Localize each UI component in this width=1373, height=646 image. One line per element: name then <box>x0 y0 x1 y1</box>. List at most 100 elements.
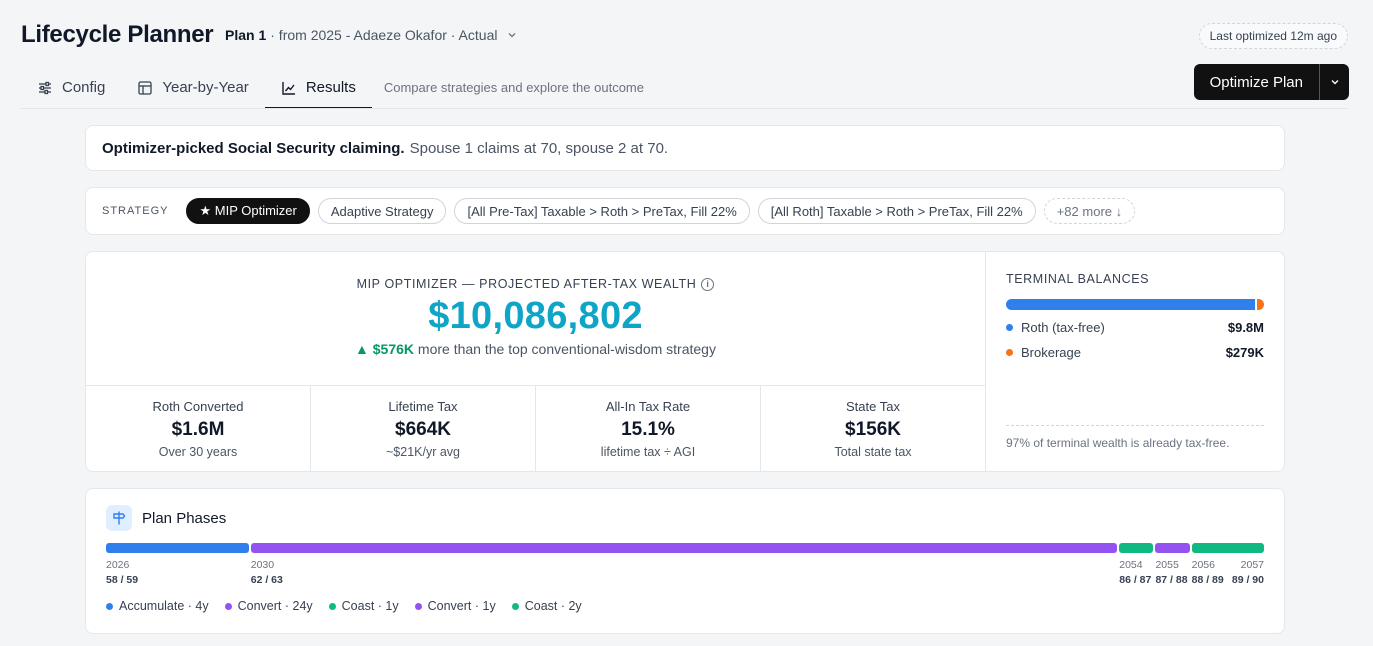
chevron-down-icon <box>1331 80 1338 85</box>
phase-age-label: 89 / 90 <box>1231 574 1264 586</box>
last-optimized-badge: Last optimized 12m ago <box>1198 23 1348 49</box>
wealth-label-row: MIP OPTIMIZER — PROJECTED AFTER-TAX WEAL… <box>86 277 985 291</box>
phase-age-label: 87 / 88 <box>1155 574 1188 586</box>
stat-lifetime-tax: Lifetime Tax $664K ~$21K/yr avg <box>311 386 536 471</box>
stat-value: 15.1% <box>621 419 675 440</box>
phase-year-label: 2057 <box>1240 559 1264 571</box>
terminal-value: $279K <box>1225 345 1264 360</box>
optimize-plan-button[interactable]: Optimize Plan <box>1209 73 1303 91</box>
legend-label: Convert · 24y <box>237 599 313 613</box>
tab-bar: Config Year-by-Year Results Compare stra… <box>21 66 644 109</box>
legend-dot <box>106 602 113 610</box>
line-chart-icon <box>282 81 295 95</box>
wealth-label: MIP OPTIMIZER — PROJECTED AFTER-TAX WEAL… <box>356 277 697 291</box>
phase-age-label: 88 / 89 <box>1191 574 1224 586</box>
brokerage-dot <box>1006 349 1013 356</box>
tab-config[interactable]: Config <box>21 66 121 109</box>
signpost-icon <box>106 505 132 531</box>
terminal-value: $9.8M <box>1227 320 1264 335</box>
delta-value: ▲ $576K <box>355 341 415 357</box>
phase-age-label: 58 / 59 <box>106 574 139 586</box>
tab-label: Config <box>62 79 106 96</box>
sliders-icon <box>39 81 51 94</box>
terminal-note: 97% of terminal wealth is already tax-fr… <box>1006 436 1230 450</box>
strategy-pill-all-roth[interactable]: [All Roth] Taxable > Roth > PreTax, Fill… <box>757 198 1036 224</box>
optimize-options-button[interactable] <box>1319 64 1349 100</box>
legend-dot <box>511 602 519 610</box>
legend-label: Coast · 1y <box>341 599 399 613</box>
phase-year-label: 2030 <box>250 559 275 571</box>
phase-segment-convert[interactable] <box>250 543 1118 553</box>
stat-sub: Total state tax <box>834 445 912 459</box>
phase-age-label: 62 / 63 <box>250 574 283 586</box>
phase-year-label: 2054 <box>1119 559 1143 571</box>
stat-label: All-In Tax Rate <box>605 399 691 414</box>
optimize-plan-button-group: Optimize Plan <box>1193 64 1349 100</box>
legend-label: Coast · 2y <box>524 599 582 613</box>
terminal-balance-bar <box>1006 299 1264 310</box>
phase-year-label: 2056 <box>1191 559 1215 571</box>
phase-legend-item: Convert · 24y <box>224 599 313 613</box>
legend-label: Convert · 1y <box>427 599 496 613</box>
strategy-pill-all-pretax[interactable]: [All Pre-Tax] Taxable > Roth > PreTax, F… <box>454 198 750 224</box>
plan-name: Plan 1 <box>225 27 267 43</box>
phase-legend-item: Coast · 1y <box>328 599 399 613</box>
plan-phases-card: Plan Phases 2026 58 / 59 2030 62 / 63 2054 86… <box>85 488 1285 634</box>
terminal-balances: TERMINAL BALANCES Roth (tax-free) $9.8M … <box>985 252 1284 471</box>
wealth-hero: MIP OPTIMIZER — PROJECTED AFTER-TAX WEAL… <box>86 252 985 385</box>
terminal-bar-segment <box>1006 299 1255 310</box>
strategy-pill-mip-optimizer[interactable]: ★ MIP Optimizer <box>186 198 310 224</box>
delta-text: more than the top conventional-wisdom st… <box>417 341 716 357</box>
stat-sub: lifetime tax ÷ AGI <box>600 445 696 459</box>
phase-legend-item: Accumulate · 4y <box>106 599 209 613</box>
terminal-row-brokerage: Brokerage $279K <box>1006 345 1264 360</box>
legend-dot <box>414 602 422 610</box>
terminal-bar-segment <box>1256 299 1264 310</box>
terminal-label: Brokerage <box>1021 345 1081 360</box>
legend-label: Accumulate · 4y <box>119 599 209 613</box>
strategy-label: STRATEGY <box>102 205 169 217</box>
plan-phases-header: Plan Phases <box>106 505 226 531</box>
roth-dot <box>1006 324 1013 331</box>
plan-detail: · from 2025 - Adaeze Okafor · Actual <box>270 27 498 43</box>
terminal-title: TERMINAL BALANCES <box>1006 272 1150 286</box>
stat-label: Roth Converted <box>152 399 244 414</box>
stat-value: $664K <box>395 419 451 440</box>
phase-year-label: 2026 <box>106 559 130 571</box>
stat-value: $1.6M <box>171 419 225 440</box>
table-icon <box>138 80 153 95</box>
stat-value: $156K <box>845 419 901 440</box>
phase-segment-coast[interactable] <box>1191 543 1264 553</box>
phase-legend-item: Coast · 2y <box>511 599 582 613</box>
phase-segment-convert[interactable] <box>1155 543 1190 553</box>
stat-sub: ~$21K/yr avg <box>385 445 460 459</box>
stat-sub: Over 30 years <box>158 445 238 459</box>
tab-description: Compare strategies and explore the outco… <box>383 80 644 95</box>
tab-divider <box>21 108 1348 109</box>
info-icon[interactable]: i <box>701 277 715 291</box>
terminal-divider <box>1006 425 1264 426</box>
legend-dot <box>328 602 336 610</box>
wealth-delta: ▲ $576K more than the top conventional-w… <box>86 341 985 357</box>
phase-legend-item: Convert · 1y <box>414 599 496 613</box>
tab-year-by-year[interactable]: Year-by-Year <box>121 66 264 109</box>
notice-title: Optimizer-picked Social Security claimin… <box>102 139 405 157</box>
tab-label: Results <box>305 79 356 96</box>
terminal-label: Roth (tax-free) <box>1021 320 1105 335</box>
phase-segment-accumulate[interactable] <box>106 543 249 553</box>
phase-legend: Accumulate · 4y Convert · 24y Coast · 1y Co… <box>106 599 582 613</box>
app-title: Lifecycle Planner <box>21 21 214 48</box>
phase-age-label: 86 / 87 <box>1119 574 1152 586</box>
tab-label: Year-by-Year <box>162 79 249 96</box>
phase-segment-coast[interactable] <box>1119 543 1154 553</box>
wealth-value: $10,086,802 <box>428 295 643 337</box>
wealth-summary-card: MIP OPTIMIZER — PROJECTED AFTER-TAX WEAL… <box>85 251 1285 472</box>
strategy-selector: STRATEGY ★ MIP Optimizer Adaptive Strate… <box>85 187 1285 235</box>
terminal-row-roth: Roth (tax-free) $9.8M <box>1006 320 1264 335</box>
strategy-more-button[interactable]: +82 more ↓ <box>1043 198 1136 224</box>
ss-claiming-notice: Optimizer-picked Social Security claimin… <box>85 125 1285 171</box>
strategy-pill-adaptive[interactable]: Adaptive Strategy <box>317 198 447 224</box>
stat-label: State Tax <box>846 399 900 414</box>
plan-selector[interactable]: Plan 1 · from 2025 - Adaeze Okafor · Act… <box>225 27 517 43</box>
tab-results[interactable]: Results <box>264 66 372 109</box>
